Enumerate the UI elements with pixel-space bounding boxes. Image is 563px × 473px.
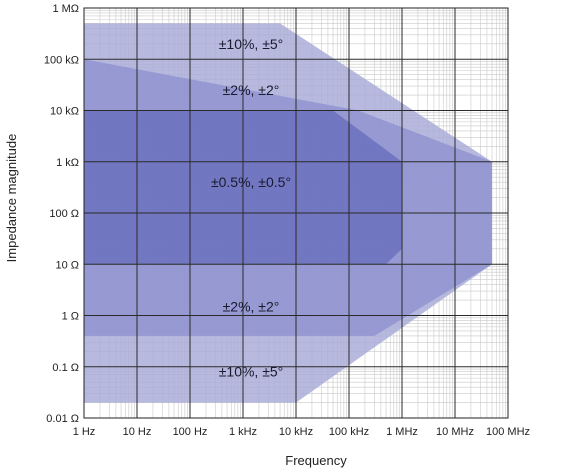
y-tick-labels: 0.01 Ω 0.1 Ω 1 Ω 10 Ω 100 Ω 1 kΩ 10 kΩ 100 kΩ 1 … xyxy=(44,3,79,425)
x-tick-label: 1 kHz xyxy=(229,426,257,438)
x-tick-label: 100 Hz xyxy=(173,426,208,438)
y-tick-label: 10 kΩ xyxy=(50,106,79,118)
x-tick-label: 100 MHz xyxy=(486,426,530,438)
plot-frame xyxy=(83,7,509,419)
region-label: ±2%, ±2° xyxy=(223,82,280,98)
x-tick-labels: 1 Hz 10 Hz 100 Hz 1 kHz 10 kHz 100 kHz 1 MHz 10… xyxy=(73,426,530,438)
x-tick-label: 1 MHz xyxy=(386,426,418,438)
y-axis-label: Impedance magnitude xyxy=(4,134,19,263)
x-axis-label: Frequency xyxy=(285,453,347,468)
x-tick-label: 1 Hz xyxy=(73,426,96,438)
x-tick-label: 10 MHz xyxy=(436,426,474,438)
region-labels: ±10%, ±5° ±10%, ±5° ±2%, ±2° ±2%, ±2° ±0.5%,… xyxy=(211,36,291,380)
y-tick-label: 100 kΩ xyxy=(44,54,79,66)
x-tick-label: 10 kHz xyxy=(279,426,313,438)
y-tick-label: 1 MΩ xyxy=(52,3,79,15)
y-tick-label: 10 Ω xyxy=(55,259,79,271)
x-tick-label: 10 Hz xyxy=(123,426,152,438)
region-label: ±10%, ±5° xyxy=(219,36,284,52)
y-tick-label: 100 Ω xyxy=(49,208,79,220)
region-label: ±10%, ±5° xyxy=(219,364,284,380)
y-tick-label: 0.1 Ω xyxy=(52,362,79,374)
y-tick-label: 1 kΩ xyxy=(56,157,79,169)
y-tick-label: 1 Ω xyxy=(62,311,79,323)
region-label: ±0.5%, ±0.5° xyxy=(211,174,291,190)
y-tick-label: 0.01 Ω xyxy=(46,413,79,425)
region-label: ±2%, ±2° xyxy=(223,298,280,314)
x-tick-label: 100 kHz xyxy=(329,426,369,438)
